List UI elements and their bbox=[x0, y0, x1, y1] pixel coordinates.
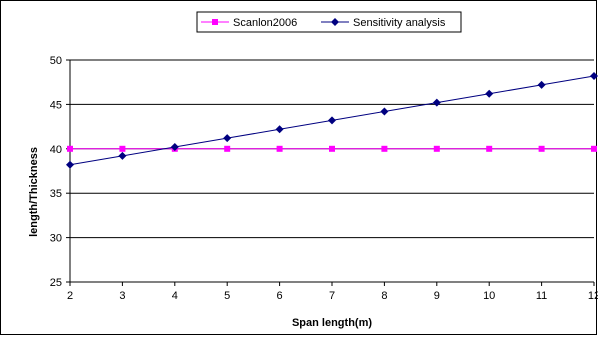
data-point bbox=[433, 145, 440, 152]
data-point bbox=[485, 89, 494, 98]
x-axis-ticks: 2 3 4 5 6 7 8 9 10 11 12 bbox=[67, 282, 598, 302]
x-tick-label: 3 bbox=[119, 290, 125, 302]
x-tick-label: 6 bbox=[277, 290, 283, 302]
y-tick-label: 45 bbox=[50, 99, 62, 111]
legend-label: Scanlon2006 bbox=[233, 17, 297, 29]
y-tick-label: 25 bbox=[50, 277, 62, 289]
data-point bbox=[170, 143, 179, 152]
x-tick-label: 10 bbox=[483, 290, 495, 302]
data-point bbox=[224, 145, 231, 152]
data-point bbox=[328, 116, 336, 125]
x-tick-label: 11 bbox=[536, 290, 547, 302]
plot-area bbox=[69, 60, 594, 283]
data-point bbox=[538, 145, 545, 152]
x-tick-label: 2 bbox=[67, 290, 73, 302]
y-tick-label: 30 bbox=[50, 233, 62, 245]
data-point bbox=[119, 145, 126, 152]
x-tick-label: 9 bbox=[434, 290, 440, 302]
legend-label: Sensitivity analysis bbox=[353, 17, 446, 29]
legend-marker bbox=[331, 18, 339, 26]
legend: Scanlon2006 Sensitivity analysis bbox=[196, 11, 462, 33]
data-point bbox=[67, 145, 73, 152]
x-tick-label: 5 bbox=[224, 290, 230, 302]
gridlines bbox=[70, 59, 594, 283]
data-point bbox=[66, 160, 74, 169]
x-tick-label: 8 bbox=[381, 290, 387, 302]
x-axis-label: Span length(m) bbox=[292, 317, 372, 329]
data-point bbox=[537, 80, 546, 89]
data-point bbox=[276, 145, 283, 152]
data-point bbox=[275, 125, 284, 134]
data-point bbox=[591, 145, 597, 152]
y-tick-label: 50 bbox=[50, 55, 62, 67]
data-point bbox=[380, 107, 389, 116]
data-point bbox=[118, 151, 127, 160]
y-tick-label: 35 bbox=[50, 188, 62, 200]
legend-marker bbox=[212, 19, 218, 25]
data-point bbox=[486, 145, 493, 152]
data-point bbox=[329, 145, 335, 152]
data-point bbox=[590, 71, 598, 80]
x-tick-label: 7 bbox=[329, 290, 335, 302]
series-markers bbox=[66, 71, 598, 169]
data-point bbox=[432, 98, 441, 107]
data-point bbox=[381, 145, 388, 152]
data-point bbox=[223, 134, 232, 143]
x-tick-label: 12 bbox=[588, 290, 598, 302]
y-axis-label: length/Thickness bbox=[28, 147, 40, 237]
x-tick-label: 4 bbox=[172, 290, 178, 302]
y-tick-label: 40 bbox=[50, 144, 62, 156]
y-axis-ticks: 25 30 35 40 45 50 bbox=[50, 55, 70, 289]
